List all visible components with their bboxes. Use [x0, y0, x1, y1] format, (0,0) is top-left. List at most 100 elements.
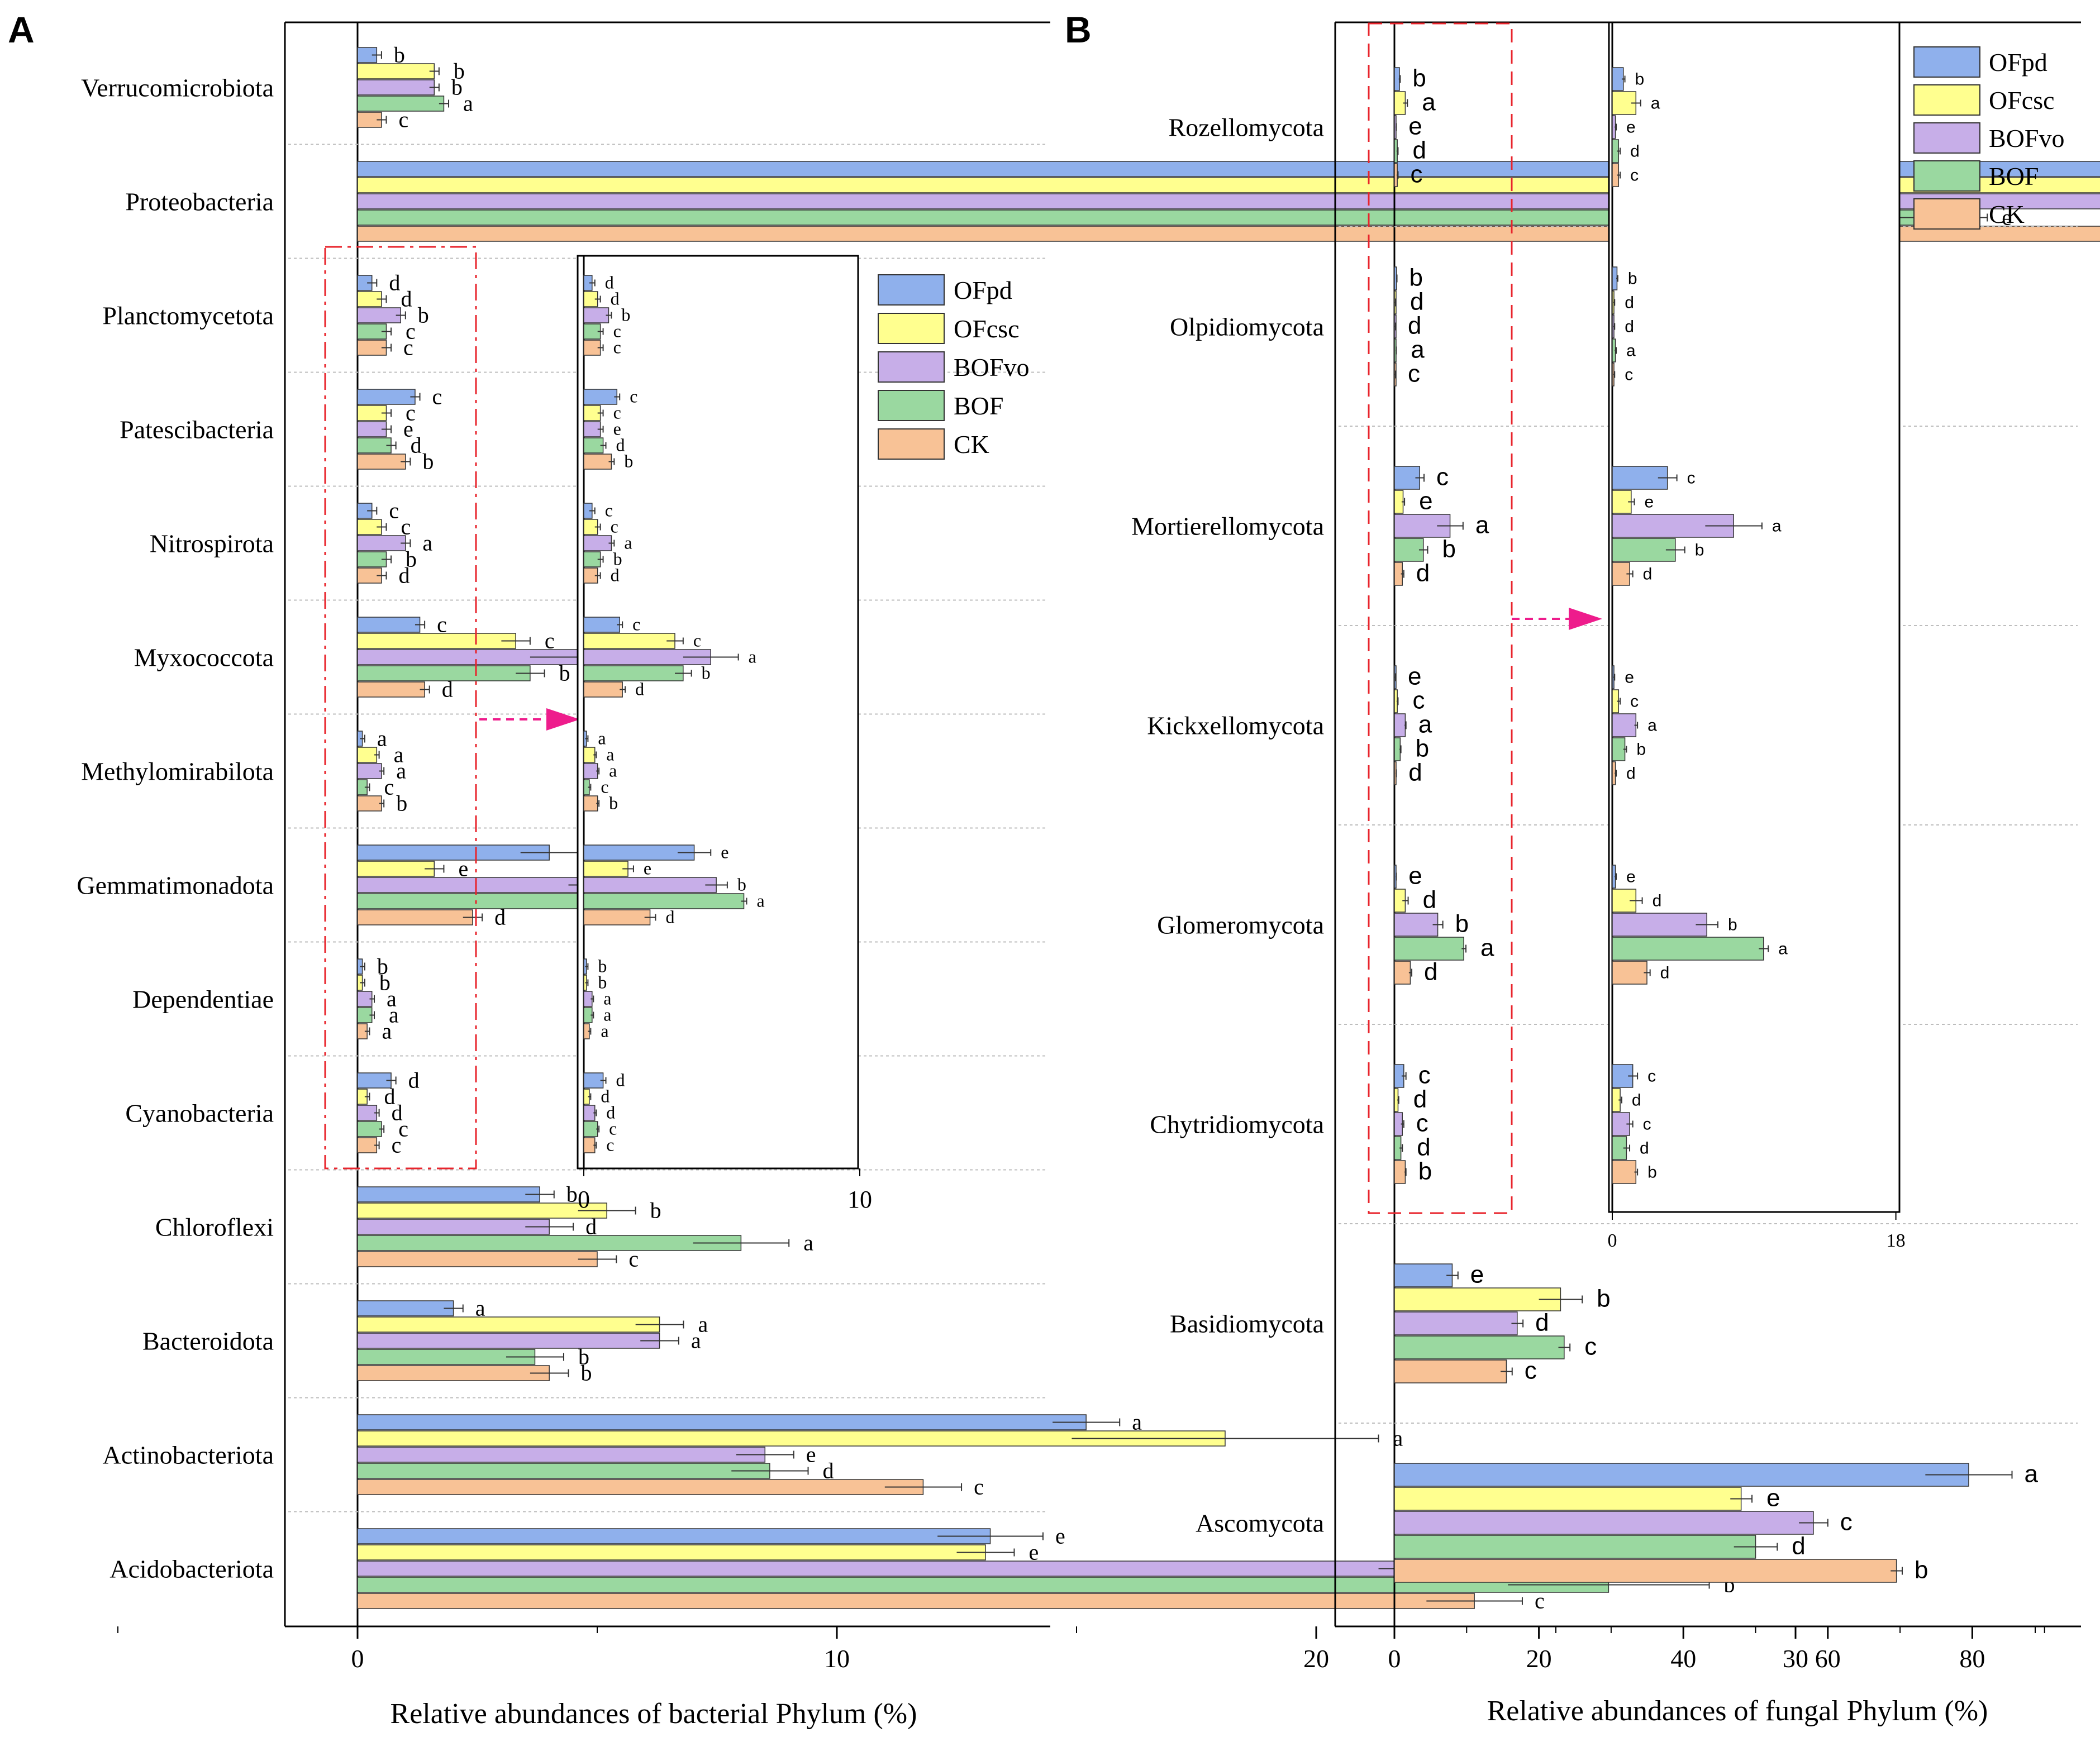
bar-patescibacteria-bof: [357, 437, 392, 454]
category-label-dependentiae: Dependentiae: [132, 985, 274, 1014]
category-label-actinobacteriota: Actinobacteriota: [102, 1441, 274, 1469]
category-label-planctomycetota: Planctomycetota: [102, 302, 274, 330]
category-label-rozellomycota: Rozellomycota: [1169, 113, 1324, 142]
inset-significance-label-mortierellomycota-ofpd: c: [1687, 469, 1696, 488]
legend-label-ck: CK: [1989, 200, 2025, 228]
inset-significance-label-patescibacteria-bofvo: e: [613, 419, 621, 439]
bar-actinobacteriota-bofvo: [357, 1447, 766, 1463]
inset-significance-label-rozellomycota-bof: d: [1630, 142, 1640, 161]
inset-bar-patescibacteria-ofpd: [583, 389, 618, 405]
significance-label-ascomycota-ofcsc: e: [1766, 1485, 1780, 1512]
inset-significance-label-methylomirabilota-bof: c: [601, 777, 608, 797]
significance-label-cyanobacteria-ofcsc: d: [384, 1084, 395, 1109]
inset-significance-label-planctomycetota-ofcsc: d: [611, 289, 620, 309]
inset-bar-glomeromycota-bof: [1612, 937, 1764, 961]
inset-bar-patescibacteria-bof: [583, 437, 604, 454]
panel-letter-a: A: [8, 9, 35, 50]
category-label-chytridiomycota: Chytridiomycota: [1150, 1110, 1324, 1139]
significance-label-glomeromycota-ofcsc: d: [1423, 886, 1436, 914]
inset-significance-label-dependentiae-ck: a: [601, 1021, 608, 1041]
significance-label-basidiomycota-ofpd: e: [1470, 1261, 1484, 1289]
b-x-tick-label: 0: [1388, 1644, 1401, 1673]
significance-label-planctomycetota-ck: c: [403, 335, 413, 360]
significance-label-verrucomicrobiota-bofvo: b: [451, 75, 463, 100]
bar-mortierellomycota-ofpd: [1394, 466, 1421, 490]
significance-label-kickxellomycota-ofcsc: c: [1412, 687, 1425, 714]
bar-ascomycota-ofcsc: [1394, 1487, 1742, 1511]
category-label-mortierellomycota: Mortierellomycota: [1131, 512, 1324, 541]
significance-label-olpidiomycota-bofvo: d: [1408, 312, 1421, 340]
a-x-tick-label: 20: [1303, 1644, 1329, 1673]
bar-acidobacteriota-ofcsc: [357, 1544, 986, 1561]
inset-significance-label-cyanobacteria-ck: c: [606, 1135, 614, 1155]
bar-cyanobacteria-bof: [357, 1121, 382, 1137]
inset-bar-myxococcota-ofcsc: [583, 633, 675, 649]
b-dashed-highlight-box: [1368, 22, 1513, 1214]
significance-label-olpidiomycota-ofpd: b: [1409, 264, 1423, 292]
bar-gemmatimonadota-ck: [357, 909, 473, 925]
inset-significance-label-kickxellomycota-ofpd: e: [1625, 669, 1634, 687]
category-label-gemmatimonadota: Gemmatimonadota: [77, 871, 274, 900]
b-x-tick-label: 40: [1670, 1644, 1696, 1673]
inset-significance-label-glomeromycota-bof: a: [1778, 940, 1788, 958]
inset-significance-label-rozellomycota-bofvo: e: [1626, 118, 1636, 137]
bar-methylomirabilota-ofcsc: [357, 747, 378, 763]
significance-label-proteobacteria-bof: e: [2002, 205, 2012, 230]
significance-label-mortierellomycota-bof: b: [1442, 536, 1455, 563]
significance-label-chytridiomycota-bof: d: [1417, 1134, 1430, 1161]
significance-label-verrucomicrobiota-bof: a: [463, 91, 473, 116]
a-inset-frame: [577, 255, 859, 1170]
category-label-patescibacteria: Patescibacteria: [120, 416, 274, 444]
bar-chloroflexi-bof: [357, 1235, 742, 1251]
significance-label-acidobacteriota-ofpd: e: [1055, 1524, 1065, 1549]
bar-ascomycota-bof: [1394, 1535, 1756, 1559]
significance-label-planctomycetota-ofpd: d: [389, 270, 400, 295]
inset-bar-glomeromycota-ck: [1612, 961, 1647, 985]
significance-label-bacteroidota-ofcsc: a: [698, 1312, 708, 1337]
significance-label-patescibacteria-ck: b: [422, 449, 434, 474]
significance-label-olpidiomycota-bof: a: [1411, 336, 1425, 364]
b-x-tick-label: 60: [1815, 1644, 1841, 1673]
inset-bar-methylomirabilota-bofvo: [583, 763, 598, 779]
inset-bar-kickxellomycota-bofvo: [1612, 713, 1637, 737]
bar-kickxellomycota-bofvo: [1394, 713, 1406, 737]
significance-label-methylomirabilota-bof: c: [384, 775, 394, 800]
inset-significance-label-olpidiomycota-bofvo: d: [1625, 318, 1634, 336]
inset-significance-label-chytridiomycota-bofvo: c: [1643, 1115, 1651, 1134]
category-label-kickxellomycota: Kickxellomycota: [1147, 712, 1324, 740]
legend-label-bof: BOF: [1989, 162, 2039, 190]
legend-swatch-ck: [878, 428, 945, 460]
bar-nitrospirota-bofvo: [357, 535, 406, 551]
significance-label-rozellomycota-ofpd: b: [1412, 65, 1426, 92]
bar-chloroflexi-bofvo: [357, 1219, 550, 1235]
bar-chloroflexi-ofpd: [357, 1186, 540, 1202]
significance-label-patescibacteria-ofcsc: c: [406, 400, 416, 426]
inset-significance-label-patescibacteria-ofcsc: c: [613, 403, 621, 423]
bar-verrucomicrobiota-bofvo: [357, 79, 435, 96]
significance-label-mortierellomycota-bofvo: a: [1475, 512, 1489, 539]
significance-label-ascomycota-bofvo: c: [1840, 1509, 1853, 1536]
significance-label-kickxellomycota-ofpd: e: [1408, 663, 1421, 690]
significance-label-bacteroidota-bofvo: a: [691, 1328, 701, 1353]
panel-b-fungal-chart: 0 20 40 60 80 Relative abundances of fungal P…: [1131, 21, 2081, 1727]
significance-label-actinobacteriota-ck: c: [974, 1474, 984, 1500]
significance-label-planctomycetota-ofcsc: d: [401, 287, 412, 312]
significance-label-basidiomycota-bofvo: d: [1535, 1309, 1549, 1337]
inset-significance-label-planctomycetota-ofpd: d: [605, 273, 614, 293]
significance-label-ascomycota-bof: d: [1792, 1533, 1805, 1560]
significance-label-bacteroidota-bof: b: [578, 1344, 589, 1369]
significance-label-patescibacteria-bof: d: [411, 433, 422, 458]
bar-basidiomycota-bofvo: [1394, 1311, 1518, 1335]
bar-glomeromycota-bofvo: [1394, 913, 1439, 937]
bar-gemmatimonadota-ofcsc: [357, 861, 435, 877]
significance-label-methylomirabilota-bofvo: a: [396, 758, 406, 784]
inset-significance-label-methylomirabilota-ofpd: a: [598, 728, 606, 748]
bar-bacteroidota-bofvo: [357, 1333, 660, 1349]
significance-label-kickxellomycota-bofvo: a: [1418, 711, 1432, 738]
significance-label-nitrospirota-ck: d: [398, 563, 409, 588]
bar-basidiomycota-ofcsc: [1394, 1287, 1561, 1311]
category-label-chloroflexi: Chloroflexi: [155, 1213, 274, 1242]
bar-acidobacteriota-bofvo: [357, 1561, 1403, 1577]
a-x-axis-title: Relative abundances of bacterial Phylum …: [391, 1698, 917, 1730]
category-label-bacteroidota: Bacteroidota: [142, 1327, 274, 1356]
